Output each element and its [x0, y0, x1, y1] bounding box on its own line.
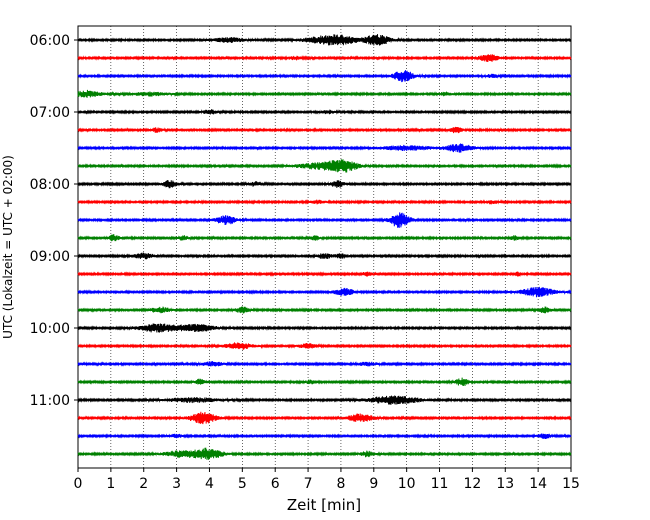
x-tick-label: 11 [431, 476, 449, 492]
seismic-trace [78, 34, 571, 45]
y-tick-label: 09:00 [30, 249, 70, 265]
x-tick-label: 12 [463, 476, 481, 492]
trace-group [78, 34, 571, 460]
x-tick-label: 3 [172, 476, 181, 492]
seismic-trace [78, 361, 571, 366]
x-tick-label: 4 [205, 476, 214, 492]
seismic-trace [78, 143, 571, 152]
x-tick-label: 14 [529, 476, 547, 492]
seismic-trace [78, 287, 571, 297]
seismic-trace [78, 234, 571, 241]
seismic-trace [78, 342, 571, 349]
seismic-trace [78, 70, 571, 82]
y-tick-label: 07:00 [30, 105, 70, 121]
x-tick-label: 13 [496, 476, 514, 492]
seismic-trace [78, 378, 571, 386]
seismic-trace [78, 396, 571, 405]
y-tick-label: 10:00 [30, 321, 70, 337]
x-tick-label: 2 [139, 476, 148, 492]
x-tick-label: 5 [238, 476, 247, 492]
x-tick-label: 6 [271, 476, 280, 492]
seismic-trace [78, 253, 571, 260]
y-tick-label: 06:00 [30, 33, 70, 49]
x-tick-label: 1 [106, 476, 115, 492]
seismic-trace [78, 180, 571, 188]
seismic-trace [78, 54, 571, 62]
seismic-trace [78, 324, 571, 333]
seismic-trace [78, 90, 571, 98]
x-tick-label: 15 [562, 476, 580, 492]
x-tick-label: 8 [336, 476, 345, 492]
x-tick-label: 9 [369, 476, 378, 492]
x-tick-label: 10 [398, 476, 416, 492]
seismic-trace [78, 200, 571, 205]
y-tick-label: 08:00 [30, 177, 70, 193]
seismic-trace [78, 433, 571, 439]
seismic-trace [78, 412, 571, 424]
y-axis-ticks: 06:00 07:00 08:00 09:00 10:00 11:00 [30, 33, 78, 409]
x-axis-ticks: 0 1 2 3 4 5 6 7 8 9 10 11 12 13 14 15 [74, 468, 580, 492]
x-tick-label: 0 [74, 476, 83, 492]
y-axis-label: UTC (Lokalzeit = UTC + 02:00) [1, 155, 15, 339]
seismic-trace [78, 127, 571, 133]
seismic-trace [78, 306, 571, 313]
seismic-trace [78, 212, 571, 227]
seismic-trace [78, 272, 571, 277]
seismic-trace [78, 448, 571, 460]
x-tick-label: 7 [304, 476, 313, 492]
seismic-trace [78, 159, 571, 172]
y-tick-label: 11:00 [30, 393, 70, 409]
seismic-trace [78, 109, 571, 114]
x-axis-label: Zeit [min] [287, 496, 361, 514]
